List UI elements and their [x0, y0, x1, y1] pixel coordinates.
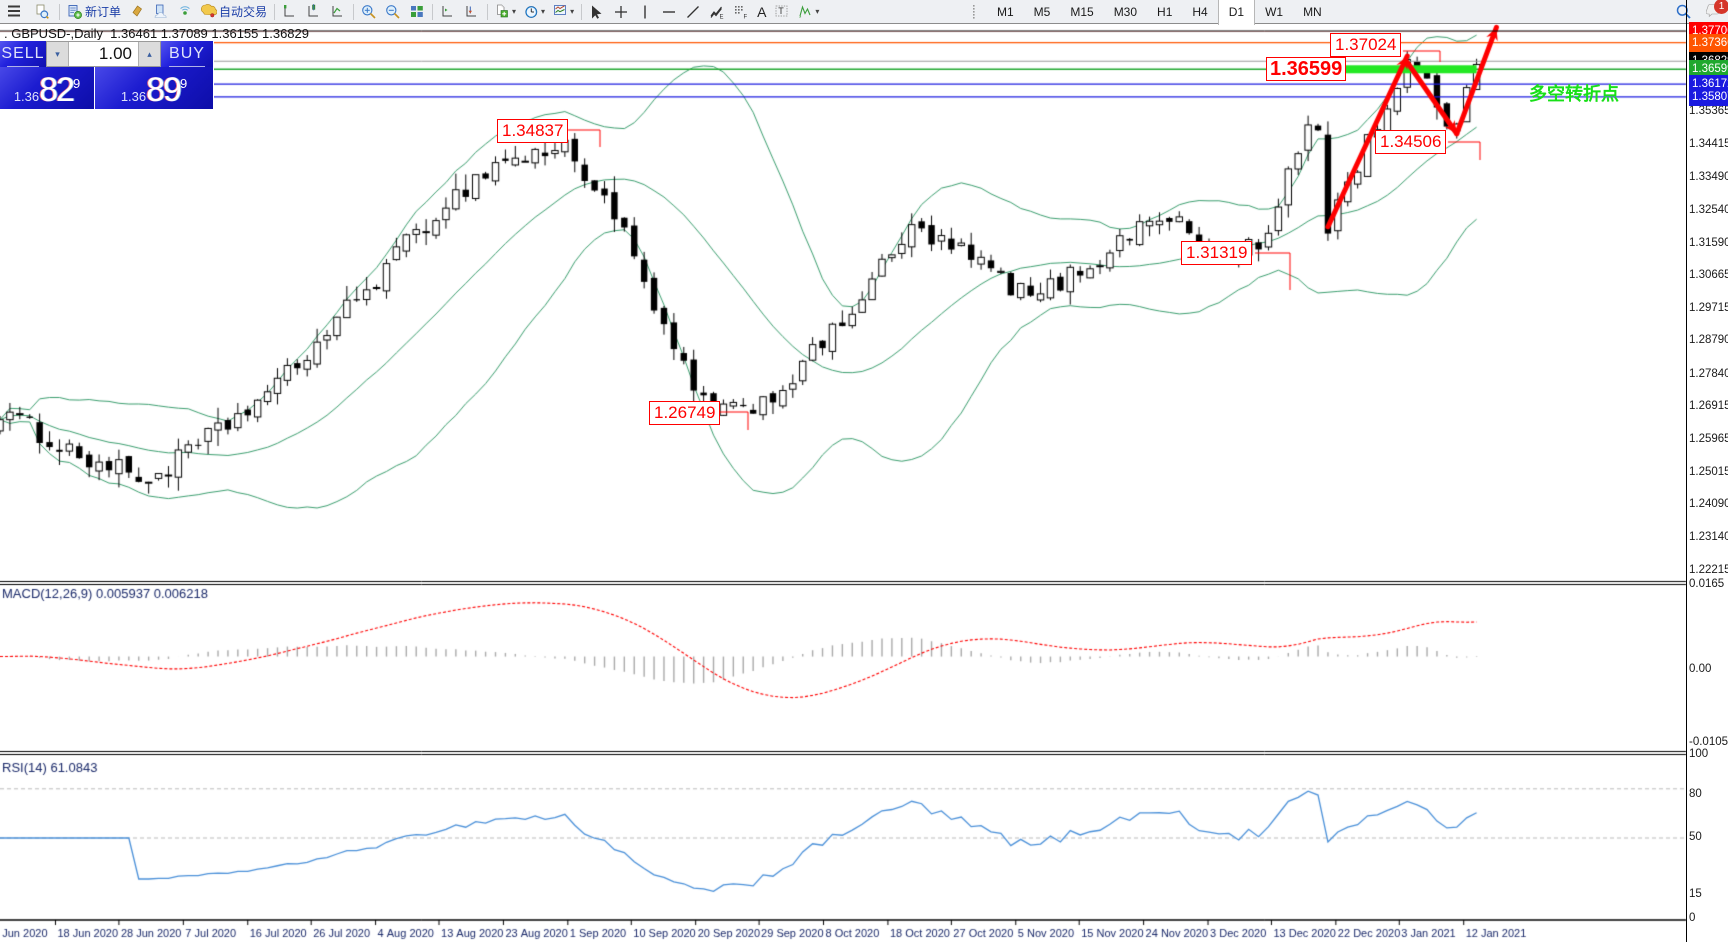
svg-text:F: F	[744, 14, 748, 20]
svg-text:T: T	[779, 6, 785, 16]
svg-text:E: E	[720, 14, 724, 20]
